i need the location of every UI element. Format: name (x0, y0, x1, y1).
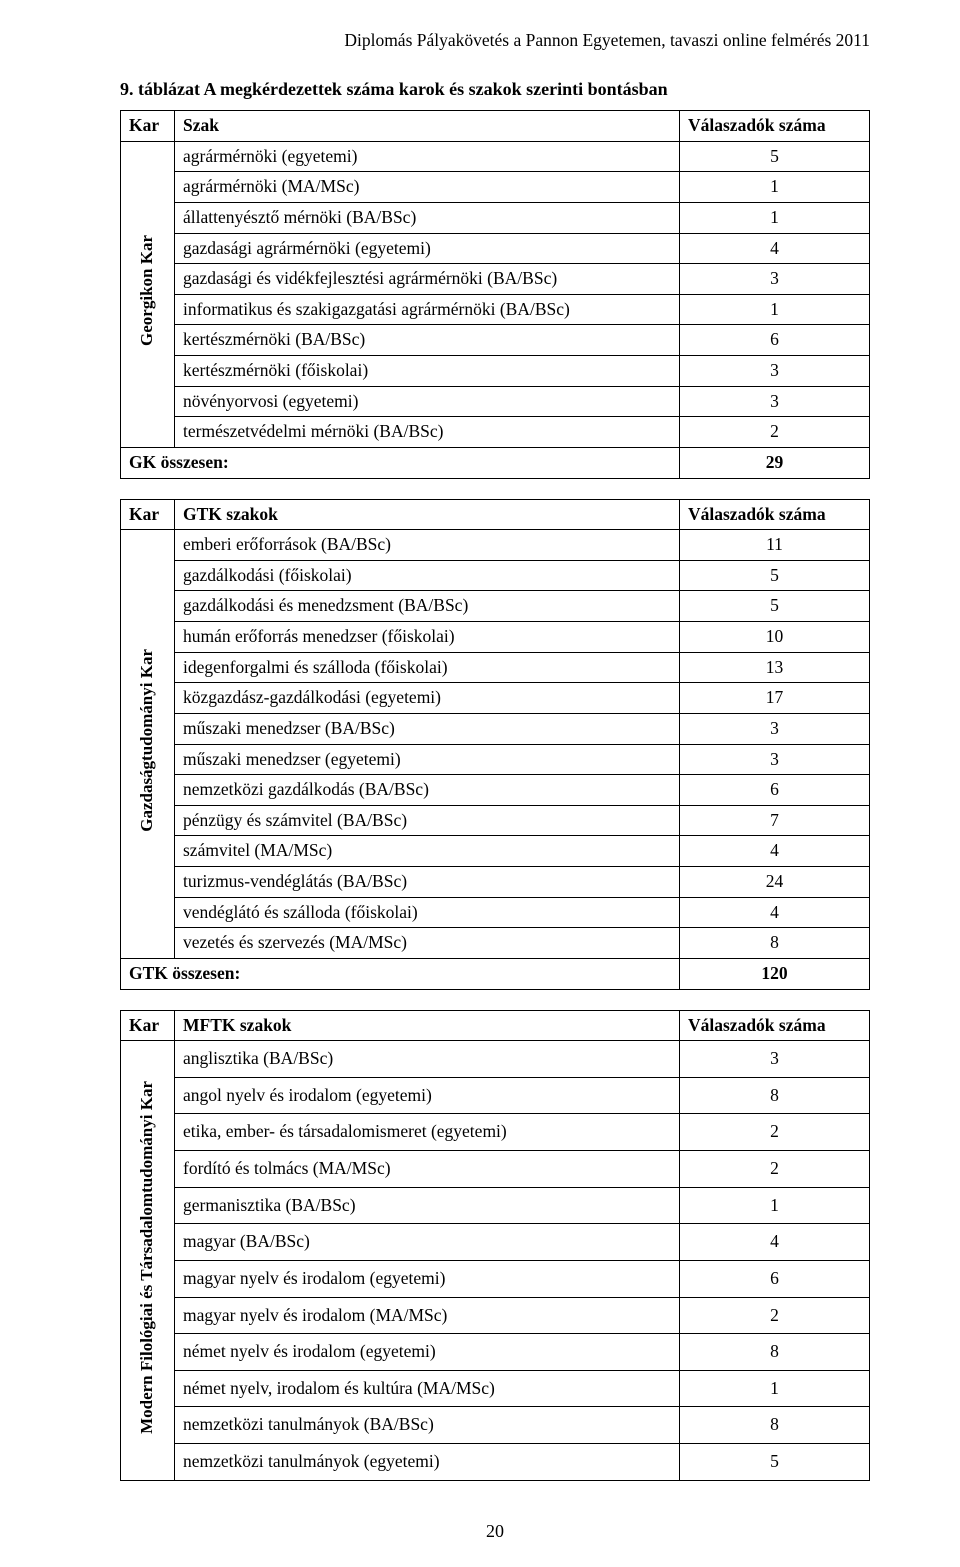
table-cell-value: 1 (680, 172, 870, 203)
col-header-szak: Szak (175, 111, 680, 142)
table-mftk: KarMFTK szakokVálaszadók száma Modern Fil… (120, 1010, 870, 1481)
col-header-value: Válaszadók száma (680, 1010, 870, 1041)
table-cell-label: idegenforgalmi és szálloda (főiskolai) (175, 652, 680, 683)
table-cell-value: 6 (680, 1260, 870, 1297)
table-cell-label: magyar (BA/BSc) (175, 1224, 680, 1261)
table-cell-label: nemzetközi tanulmányok (BA/BSc) (175, 1407, 680, 1444)
table-cell-label: turizmus-vendéglátás (BA/BSc) (175, 867, 680, 898)
table-cell-value: 7 (680, 805, 870, 836)
page-number: 20 (120, 1521, 870, 1542)
table-cell-label: német nyelv, irodalom és kultúra (MA/MSc… (175, 1370, 680, 1407)
table-cell-label: vendéglátó és szálloda (főiskolai) (175, 897, 680, 928)
table-cell-label: kertészmérnöki (BA/BSc) (175, 325, 680, 356)
table-total-label: GK összesen: (121, 447, 680, 478)
table-cell-value: 8 (680, 1077, 870, 1114)
faculty-label: Gazdaságtudományi Kar (121, 530, 175, 959)
table-cell-value: 4 (680, 1224, 870, 1261)
table-total-label: GTK összesen: (121, 958, 680, 989)
page-header: Diplomás Pályakövetés a Pannon Egyetemen… (120, 30, 870, 51)
table-cell-value: 3 (680, 1041, 870, 1078)
table-cell-value: 3 (680, 744, 870, 775)
table-cell-value: 4 (680, 897, 870, 928)
table-cell-label: fordító és tolmács (MA/MSc) (175, 1151, 680, 1188)
table-cell-value: 5 (680, 1444, 870, 1481)
table-cell-label: germanisztika (BA/BSc) (175, 1187, 680, 1224)
table-cell-value: 10 (680, 622, 870, 653)
table-cell-value: 1 (680, 202, 870, 233)
table-cell-label: angol nyelv és irodalom (egyetemi) (175, 1077, 680, 1114)
table-cell-label: gazdasági és vidékfejlesztési agrármérnö… (175, 264, 680, 295)
table-cell-value: 1 (680, 1370, 870, 1407)
table-cell-label: természetvédelmi mérnöki (BA/BSc) (175, 417, 680, 448)
table-cell-label: vezetés és szervezés (MA/MSc) (175, 928, 680, 959)
table-cell-label: agrármérnöki (egyetemi) (175, 141, 680, 172)
table-cell-label: gazdasági agrármérnöki (egyetemi) (175, 233, 680, 264)
table-cell-value: 8 (680, 1407, 870, 1444)
table-cell-value: 4 (680, 233, 870, 264)
faculty-label-text: Georgikon Kar (134, 227, 161, 354)
table-cell-value: 2 (680, 1151, 870, 1188)
table-cell-label: műszaki menedzser (BA/BSc) (175, 713, 680, 744)
table-cell-value: 5 (680, 591, 870, 622)
table-cell-value: 4 (680, 836, 870, 867)
table-cell-label: számvitel (MA/MSc) (175, 836, 680, 867)
table-cell-label: gazdálkodási és menedzsment (BA/BSc) (175, 591, 680, 622)
table-cell-label: anglisztika (BA/BSc) (175, 1041, 680, 1078)
table-cell-label: gazdálkodási (főiskolai) (175, 560, 680, 591)
col-header-szak: GTK szakok (175, 499, 680, 530)
table-cell-value: 6 (680, 325, 870, 356)
table-cell-value: 1 (680, 294, 870, 325)
col-header-szak: MFTK szakok (175, 1010, 680, 1041)
table-cell-label: agrármérnöki (MA/MSc) (175, 172, 680, 203)
table-cell-value: 1 (680, 1187, 870, 1224)
table-total-value: 120 (680, 958, 870, 989)
table-cell-value: 3 (680, 386, 870, 417)
table-cell-value: 5 (680, 560, 870, 591)
table-cell-value: 2 (680, 1114, 870, 1151)
table-cell-value: 8 (680, 1334, 870, 1371)
table-cell-value: 3 (680, 356, 870, 387)
table-cell-label: közgazdász-gazdálkodási (egyetemi) (175, 683, 680, 714)
table-cell-label: műszaki menedzser (egyetemi) (175, 744, 680, 775)
col-header-kar: Kar (121, 111, 175, 142)
table-gk: KarSzakVálaszadók száma Georgikon Kar agrá… (120, 110, 870, 479)
faculty-label: Georgikon Kar (121, 141, 175, 447)
table-cell-label: informatikus és szakigazgatási agrármérn… (175, 294, 680, 325)
table-cell-label: kertészmérnöki (főiskolai) (175, 356, 680, 387)
table-cell-label: pénzügy és számvitel (BA/BSc) (175, 805, 680, 836)
table-cell-label: magyar nyelv és irodalom (egyetemi) (175, 1260, 680, 1297)
table-cell-label: nemzetközi tanulmányok (egyetemi) (175, 1444, 680, 1481)
table-cell-label: növényorvosi (egyetemi) (175, 386, 680, 417)
table-total-value: 29 (680, 447, 870, 478)
col-header-value: Válaszadók száma (680, 499, 870, 530)
table-cell-label: állattenyésztő mérnöki (BA/BSc) (175, 202, 680, 233)
table-cell-value: 3 (680, 713, 870, 744)
table-cell-label: humán erőforrás menedzser (főiskolai) (175, 622, 680, 653)
table-cell-value: 5 (680, 141, 870, 172)
table-cell-label: magyar nyelv és irodalom (MA/MSc) (175, 1297, 680, 1334)
table-cell-value: 13 (680, 652, 870, 683)
faculty-label-text: Modern Filológiai és Társadalomtudományi… (134, 1073, 161, 1442)
table-gtk: KarGTK szakokVálaszadók száma Gazdaságtud… (120, 499, 870, 990)
table-cell-label: etika, ember- és társadalomismeret (egye… (175, 1114, 680, 1151)
table-cell-value: 2 (680, 417, 870, 448)
table-cell-label: emberi erőforrások (BA/BSc) (175, 530, 680, 561)
col-header-kar: Kar (121, 499, 175, 530)
table-cell-label: nemzetközi gazdálkodás (BA/BSc) (175, 775, 680, 806)
table-cell-value: 24 (680, 867, 870, 898)
faculty-label-text: Gazdaságtudományi Kar (134, 641, 161, 840)
table-cell-value: 8 (680, 928, 870, 959)
table-cell-value: 11 (680, 530, 870, 561)
col-header-kar: Kar (121, 1010, 175, 1041)
table-cell-value: 6 (680, 775, 870, 806)
faculty-label: Modern Filológiai és Társadalomtudományi… (121, 1041, 175, 1481)
col-header-value: Válaszadók száma (680, 111, 870, 142)
table-cell-value: 2 (680, 1297, 870, 1334)
table-cell-label: német nyelv és irodalom (egyetemi) (175, 1334, 680, 1371)
table-cell-value: 17 (680, 683, 870, 714)
table-cell-value: 3 (680, 264, 870, 295)
table-caption: 9. táblázat A megkérdezettek száma karok… (120, 79, 870, 100)
